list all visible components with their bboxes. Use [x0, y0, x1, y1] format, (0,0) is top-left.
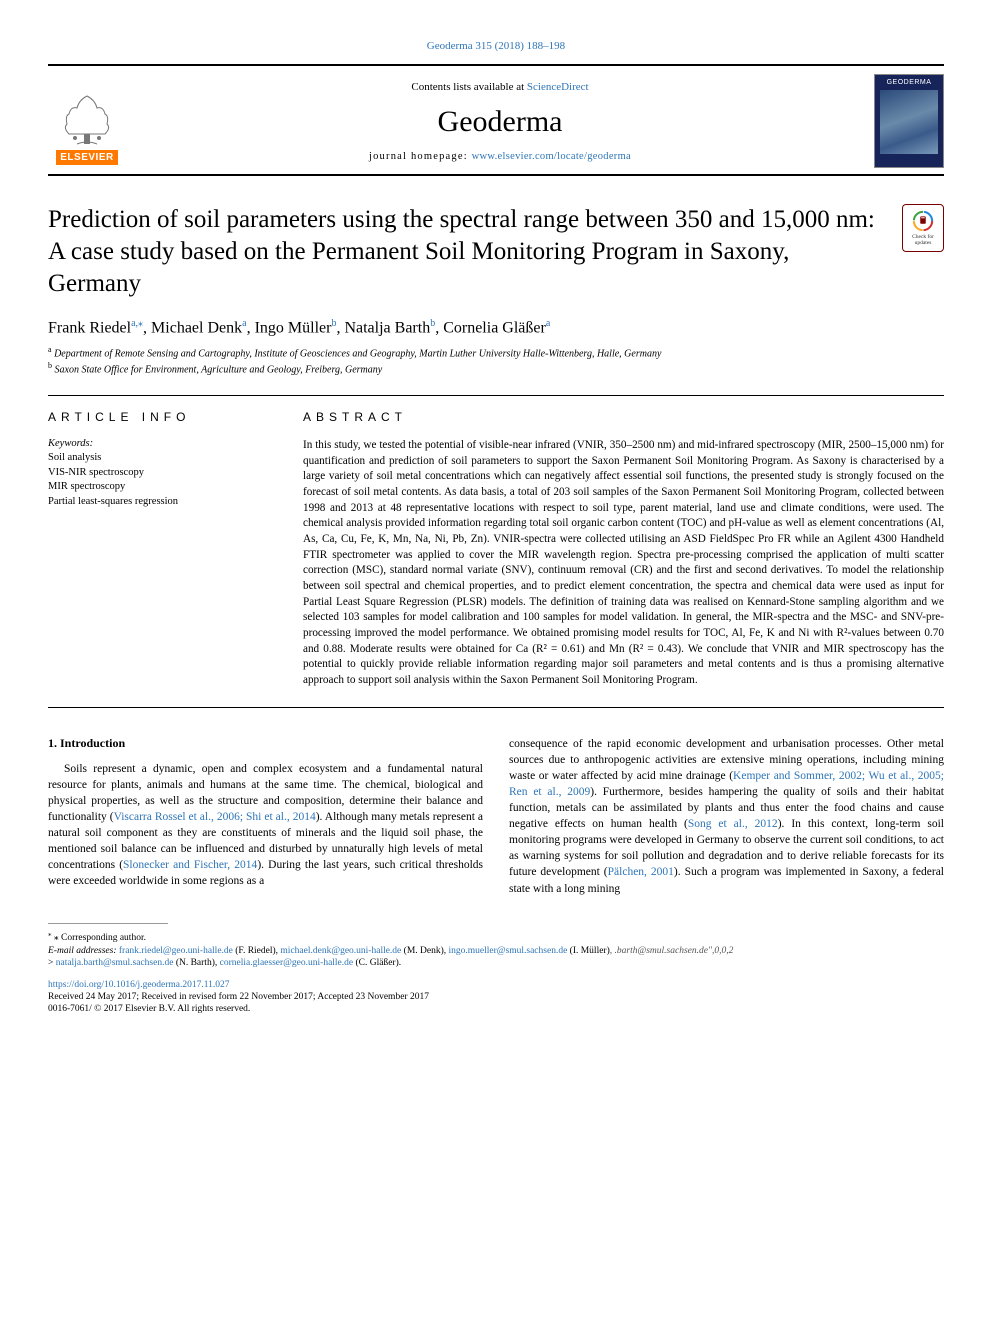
keyword: VIS-NIR spectroscopy [48, 466, 273, 481]
abstract-rule [48, 707, 944, 708]
info-rule [48, 395, 944, 396]
citation-link[interactable]: Slonecker and Fischer, 2014 [123, 859, 257, 871]
email-addresses: E-mail addresses: frank.riedel@geo.uni-h… [48, 945, 944, 971]
homepage-link[interactable]: www.elsevier.com/locate/geoderma [472, 151, 631, 162]
doi-link[interactable]: https://doi.org/10.1016/j.geoderma.2017.… [48, 980, 944, 990]
body-col2: consequence of the rapid economic develo… [509, 736, 944, 897]
email-link[interactable]: michael.denk@geo.uni-halle.de [280, 946, 401, 956]
abstract-heading: ABSTRACT [303, 410, 944, 424]
cover-title: GEODERMA [887, 79, 932, 86]
article-title: Prediction of soil parameters using the … [48, 204, 882, 300]
author-mark: b [430, 318, 435, 329]
keywords-heading: Keywords: [48, 438, 273, 449]
author: Michael Denk [151, 319, 242, 336]
journal-cover: GEODERMA [874, 74, 944, 168]
keywords-list: Soil analysisVIS-NIR spectroscopyMIR spe… [48, 451, 273, 510]
check-updates-icon [912, 210, 934, 232]
author: Natalja Barth [344, 319, 430, 336]
check-updates-label: Check for updates [905, 234, 941, 246]
corresponding-author-note: ⁎ ⁎ Corresponding author. [48, 930, 944, 945]
citation-link[interactable]: Viscarra Rossel et al., 2006; Shi et al.… [114, 811, 316, 823]
sciencedirect-link[interactable]: ScienceDirect [527, 81, 589, 93]
email-link[interactable]: cornelia.glaesser@geo.uni-halle.de [220, 958, 354, 968]
section-heading: 1. Introduction [48, 736, 483, 751]
email-link[interactable]: frank.riedel@geo.uni-halle.de [119, 946, 233, 956]
author: Ingo Müller [255, 319, 332, 336]
received-dates: Received 24 May 2017; Received in revise… [48, 992, 944, 1002]
body-col1: Soils represent a dynamic, open and comp… [48, 761, 483, 890]
author: Frank Riedel [48, 319, 131, 336]
author-mark: a [242, 318, 246, 329]
keyword: Partial least-squares regression [48, 495, 273, 510]
mid-rule [48, 174, 944, 176]
contents-line: Contents lists available at ScienceDirec… [126, 81, 874, 93]
cover-image [880, 90, 938, 154]
email-link[interactable]: ingo.mueller@smul.sachsen.de [449, 946, 568, 956]
journal-header: ELSEVIER Contents lists available at Sci… [48, 66, 944, 174]
journal-name: Geoderma [126, 105, 874, 139]
author-mark: b [331, 318, 336, 329]
citation-link[interactable]: Song et al., 2012 [688, 818, 778, 830]
check-updates-badge[interactable]: Check for updates [902, 204, 944, 252]
footnotes: ⁎ ⁎ Corresponding author. E-mail address… [48, 930, 944, 971]
copyright-line: 0016-7061/ © 2017 Elsevier B.V. All righ… [48, 1004, 944, 1014]
homepage-line: journal homepage: www.elsevier.com/locat… [126, 151, 874, 162]
citation-link[interactable]: Pälchen, 2001 [608, 866, 674, 878]
author: Cornelia Gläßer [443, 319, 546, 336]
elsevier-wordmark: ELSEVIER [56, 150, 117, 165]
author-mark: a [546, 318, 550, 329]
footnote-rule [48, 923, 168, 924]
affiliations: a Department of Remote Sensing and Carto… [48, 345, 944, 377]
elsevier-tree-icon [57, 90, 117, 148]
author-list: Frank Riedela,⁎, Michael Denka, Ingo Mül… [48, 318, 944, 337]
keyword: MIR spectroscopy [48, 480, 273, 495]
abstract-text: In this study, we tested the potential o… [303, 438, 944, 689]
keyword: Soil analysis [48, 451, 273, 466]
email-link[interactable]: natalja.barth@smul.sachsen.de [56, 958, 174, 968]
elsevier-logo: ELSEVIER [48, 77, 126, 165]
article-info-heading: ARTICLE INFO [48, 410, 273, 424]
citation-header: Geoderma 315 (2018) 188–198 [48, 40, 944, 52]
author-mark: a,⁎ [131, 318, 143, 329]
